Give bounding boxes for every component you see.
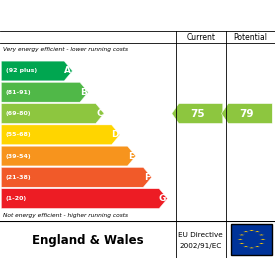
Polygon shape xyxy=(1,167,152,187)
Text: (55-68): (55-68) xyxy=(6,132,31,137)
Text: EU Directive: EU Directive xyxy=(178,232,223,238)
Text: Current: Current xyxy=(186,33,215,42)
Polygon shape xyxy=(1,125,120,145)
Text: Potential: Potential xyxy=(233,33,267,42)
Polygon shape xyxy=(1,146,136,166)
Text: C: C xyxy=(96,109,103,118)
Text: 2002/91/EC: 2002/91/EC xyxy=(180,243,222,249)
Text: G: G xyxy=(159,194,166,203)
Text: (1-20): (1-20) xyxy=(6,196,27,201)
Text: England & Wales: England & Wales xyxy=(32,233,144,247)
Text: 79: 79 xyxy=(240,109,254,118)
Text: (81-91): (81-91) xyxy=(6,90,31,95)
Polygon shape xyxy=(1,189,167,208)
Polygon shape xyxy=(254,231,261,232)
Polygon shape xyxy=(248,247,255,248)
Text: (92 plus): (92 plus) xyxy=(6,68,37,74)
Text: Very energy efficient - lower running costs: Very energy efficient - lower running co… xyxy=(3,47,128,52)
Polygon shape xyxy=(254,246,261,247)
Polygon shape xyxy=(1,61,72,81)
Polygon shape xyxy=(243,231,249,232)
Text: D: D xyxy=(111,130,119,139)
Polygon shape xyxy=(1,104,104,123)
Text: E: E xyxy=(128,151,134,160)
Text: B: B xyxy=(80,88,87,97)
Polygon shape xyxy=(1,82,88,102)
Polygon shape xyxy=(172,104,223,123)
Text: A: A xyxy=(64,67,71,76)
Text: Energy Efficiency Rating: Energy Efficiency Rating xyxy=(6,9,189,22)
Text: Not energy efficient - higher running costs: Not energy efficient - higher running co… xyxy=(3,213,128,218)
Polygon shape xyxy=(259,239,266,240)
Text: 75: 75 xyxy=(190,109,205,118)
Text: (69-80): (69-80) xyxy=(6,111,31,116)
Polygon shape xyxy=(248,230,255,231)
Text: F: F xyxy=(144,173,150,182)
Polygon shape xyxy=(237,239,244,240)
Polygon shape xyxy=(243,246,249,247)
Polygon shape xyxy=(221,104,272,123)
Polygon shape xyxy=(258,243,265,244)
Polygon shape xyxy=(238,243,245,244)
Text: (21-38): (21-38) xyxy=(6,175,31,180)
FancyBboxPatch shape xyxy=(231,224,272,255)
Text: (39-54): (39-54) xyxy=(6,154,31,159)
